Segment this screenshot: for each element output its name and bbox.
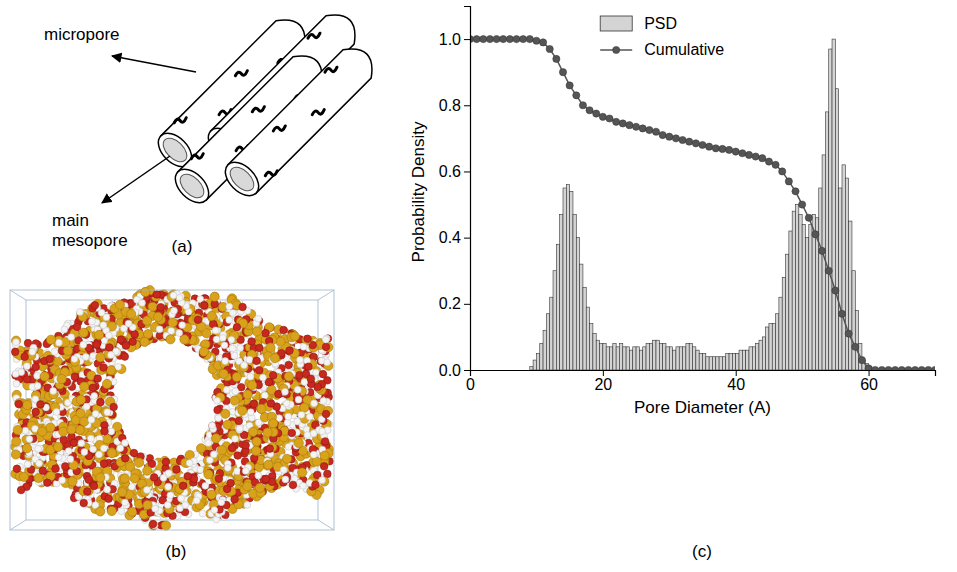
atom <box>11 450 20 459</box>
atom <box>261 392 268 399</box>
atom <box>168 318 177 327</box>
atom <box>90 353 97 360</box>
atom <box>24 461 31 468</box>
atom <box>19 472 28 481</box>
panel-a: micropore mainmesopore (a) <box>44 15 372 256</box>
tube-end <box>169 163 215 209</box>
atom <box>282 476 289 483</box>
atom <box>215 415 222 422</box>
micropore-mark <box>235 71 247 76</box>
atom <box>313 369 320 376</box>
mesopore-opening <box>176 170 208 202</box>
atom <box>322 343 330 351</box>
atoms <box>11 286 334 530</box>
atom <box>186 460 193 467</box>
atom <box>214 397 221 404</box>
atom <box>228 444 236 452</box>
atom <box>231 352 238 359</box>
atom <box>36 460 43 467</box>
atom <box>100 460 108 468</box>
atom <box>149 521 158 530</box>
arrow <box>112 56 196 72</box>
atom <box>77 309 84 316</box>
box-edge <box>10 520 26 530</box>
atom <box>118 508 125 515</box>
atom <box>11 348 19 356</box>
atom <box>221 409 230 418</box>
atom <box>96 507 105 516</box>
atom <box>234 452 242 460</box>
arrow <box>102 156 170 203</box>
atom <box>324 470 332 478</box>
tube <box>219 49 372 202</box>
atom <box>214 414 221 421</box>
atom <box>176 330 183 337</box>
mesopore-opening <box>159 134 191 166</box>
atom <box>102 379 111 388</box>
atom <box>312 481 320 489</box>
atom <box>237 345 244 352</box>
atom <box>80 329 89 338</box>
atom <box>235 417 243 425</box>
panel-label: (a) <box>172 237 193 256</box>
atom <box>322 336 329 343</box>
atom <box>34 372 41 379</box>
micropore-mark <box>273 126 285 131</box>
atom <box>268 419 277 428</box>
atom <box>214 406 222 414</box>
atom <box>203 456 212 465</box>
atom <box>105 495 113 503</box>
atom <box>205 439 212 446</box>
atom <box>13 339 20 346</box>
micropore-mark <box>325 67 337 72</box>
box-edge <box>10 290 26 300</box>
atom <box>217 446 226 455</box>
atom <box>285 443 292 450</box>
micropore-mark <box>252 107 264 112</box>
atom <box>300 482 307 489</box>
atom <box>167 492 174 499</box>
micropore-mark <box>312 110 324 115</box>
atom <box>161 521 170 530</box>
atom <box>236 424 244 432</box>
micropore-mark <box>191 154 203 159</box>
atom <box>212 474 221 483</box>
atom <box>240 362 247 369</box>
panel-b: (b) <box>10 286 334 561</box>
atom <box>104 486 111 493</box>
diagram-label: mainmesopore <box>52 211 128 250</box>
micropore-mark <box>308 33 320 38</box>
box-back <box>26 300 318 520</box>
atom <box>185 473 192 480</box>
atom <box>199 510 206 517</box>
tube-end <box>219 156 265 202</box>
atom <box>248 427 257 436</box>
atom <box>312 457 321 466</box>
mesopore-opening <box>226 163 258 195</box>
atom <box>226 317 233 324</box>
box-edge <box>318 520 334 530</box>
figure: microporemainmesopore(a)(b)02040600.00.2… <box>0 0 957 572</box>
atom <box>153 291 161 299</box>
micropore-mark <box>265 171 277 176</box>
atom <box>317 358 325 366</box>
atom <box>197 466 204 473</box>
atom <box>224 465 233 474</box>
atom <box>236 426 243 433</box>
atom <box>115 363 122 370</box>
atom <box>179 322 186 329</box>
atom <box>285 361 293 369</box>
atom <box>128 507 137 516</box>
box-edge <box>318 290 334 300</box>
atom <box>234 468 241 475</box>
micropore-mark <box>174 118 186 123</box>
atom <box>32 408 40 416</box>
diagram-label: micropore <box>44 25 120 44</box>
atom <box>247 409 254 416</box>
atom <box>213 336 220 343</box>
atom <box>320 477 329 486</box>
atom <box>92 411 99 418</box>
